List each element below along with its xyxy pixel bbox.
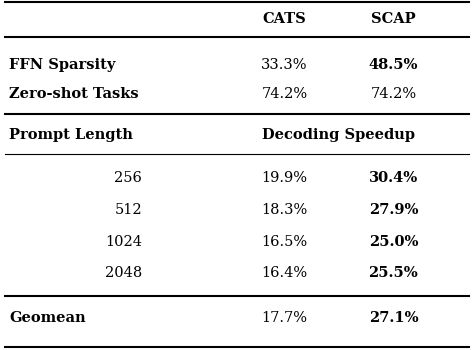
Text: Prompt Length: Prompt Length — [9, 128, 133, 142]
Text: 17.7%: 17.7% — [261, 312, 308, 326]
Text: CATS: CATS — [263, 12, 306, 26]
Text: 33.3%: 33.3% — [261, 58, 308, 72]
Text: FFN Sparsity: FFN Sparsity — [9, 58, 116, 72]
Text: 25.0%: 25.0% — [369, 234, 418, 248]
Text: 74.2%: 74.2% — [370, 88, 417, 102]
Text: Decoding Speedup: Decoding Speedup — [263, 128, 415, 142]
Text: 74.2%: 74.2% — [261, 88, 308, 102]
Text: 30.4%: 30.4% — [369, 172, 418, 186]
Text: 16.5%: 16.5% — [261, 234, 308, 248]
Text: 19.9%: 19.9% — [261, 172, 308, 186]
Text: 512: 512 — [115, 203, 142, 217]
Text: 2048: 2048 — [105, 266, 142, 280]
Text: 27.9%: 27.9% — [369, 203, 418, 217]
Text: Zero-shot Tasks: Zero-shot Tasks — [9, 88, 139, 102]
Text: 16.4%: 16.4% — [261, 266, 308, 280]
Text: 48.5%: 48.5% — [369, 58, 418, 72]
Text: 256: 256 — [114, 172, 142, 186]
Text: 27.1%: 27.1% — [369, 312, 418, 326]
Text: SCAP: SCAP — [371, 12, 416, 26]
Text: 1024: 1024 — [105, 234, 142, 248]
Text: Geomean: Geomean — [9, 312, 86, 326]
Text: 25.5%: 25.5% — [369, 266, 418, 280]
Text: 18.3%: 18.3% — [261, 203, 308, 217]
